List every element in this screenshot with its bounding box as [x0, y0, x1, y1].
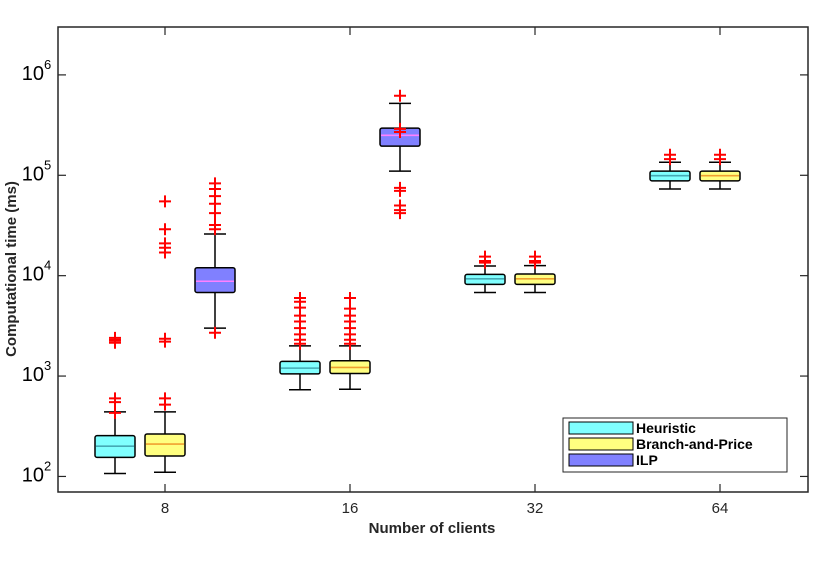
outlier-marker	[109, 331, 121, 344]
box-branch-and-price-64	[699, 148, 741, 190]
y-tick-label-3: 10	[22, 163, 44, 185]
outlier-marker	[294, 291, 306, 304]
outlier-marker	[209, 177, 221, 190]
plot-area	[58, 27, 808, 492]
box-branch-and-price-32	[514, 250, 556, 294]
outlier-marker	[714, 148, 726, 161]
outlier-marker	[159, 392, 171, 405]
y-tick-label-2: 10	[22, 264, 44, 286]
legend: Heuristic Branch-and-Price ILP	[562, 417, 788, 473]
y-axis-title: Computational time (ms)	[3, 181, 20, 357]
legend-label-branch-and-price: Branch-and-Price	[636, 436, 753, 452]
box-heuristic-32	[464, 250, 506, 294]
x-tick-label-3: 64	[712, 500, 729, 517]
y-tick-exponent-2: 4	[44, 258, 51, 273]
box-body	[144, 433, 186, 457]
plot-frame	[57, 26, 809, 493]
legend-swatch-heuristic	[568, 421, 634, 435]
outlier-marker	[159, 195, 171, 208]
outlier-marker	[479, 250, 491, 263]
outlier-marker	[344, 302, 356, 315]
outlier-marker	[109, 406, 121, 419]
outlier-marker	[159, 223, 171, 236]
outlier-marker	[209, 218, 221, 231]
box-body	[194, 266, 236, 294]
outlier-marker	[109, 392, 121, 405]
y-tick-exponent-3: 5	[44, 157, 51, 172]
x-axis-ticks: 8 16 32 64	[161, 27, 729, 517]
outlier-marker	[529, 250, 541, 263]
legend-label-heuristic: Heuristic	[636, 420, 696, 436]
box-heuristic-64	[649, 148, 691, 190]
outlier-marker	[394, 122, 406, 135]
outlier-marker	[394, 184, 406, 197]
y-tick-exponent-0: 2	[44, 458, 51, 473]
outlier-marker	[394, 89, 406, 102]
y-tick-label-0: 10	[22, 464, 44, 486]
x-tick-label-2: 32	[527, 500, 544, 517]
legend-swatch-ilp	[568, 453, 634, 467]
box-groups	[94, 89, 741, 475]
box-ilp-8	[194, 177, 236, 339]
box-ilp-16	[379, 89, 421, 220]
y-tick-exponent-1: 3	[44, 358, 51, 373]
x-tick-label-0: 8	[161, 500, 169, 517]
x-tick-label-1: 16	[342, 500, 359, 517]
outlier-marker	[209, 326, 221, 339]
box-heuristic-8	[94, 331, 136, 475]
y-tick-label-4: 10	[22, 63, 44, 85]
outlier-marker	[664, 148, 676, 161]
outlier-marker	[344, 291, 356, 304]
y-tick-exponent-4: 6	[44, 57, 51, 72]
outlier-marker	[159, 237, 171, 250]
legend-label-ilp: ILP	[636, 452, 658, 468]
x-axis-title: Number of clients	[369, 520, 496, 537]
box-branch-and-price-16	[329, 291, 371, 390]
legend-swatch-branch-and-price	[568, 437, 634, 451]
box-heuristic-16	[279, 291, 321, 391]
y-tick-label-1: 10	[22, 364, 44, 386]
outlier-marker	[159, 332, 171, 345]
outlier-marker	[394, 207, 406, 220]
box-branch-and-price-8	[144, 195, 186, 474]
